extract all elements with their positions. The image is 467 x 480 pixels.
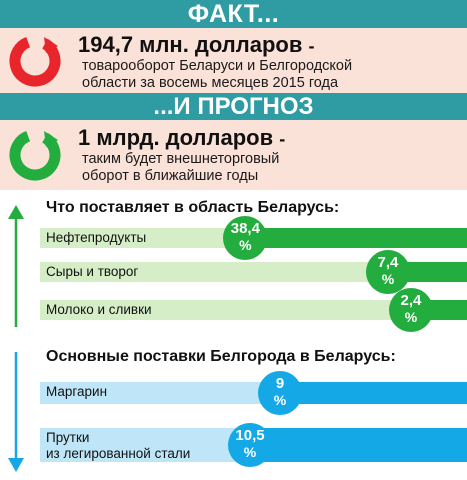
- import-bar: [288, 382, 467, 404]
- export-category-label: Нефтепродукты: [46, 230, 147, 245]
- forecast-description-line2: оборот в ближайшие годы: [82, 168, 259, 184]
- fact-banner: ФАКТ...: [0, 0, 467, 28]
- fact-amount-value: 194,7 млн. долларов: [78, 32, 303, 57]
- green-circular-arrow-icon: [9, 129, 61, 181]
- exports-to-region-title: Что поставляет в область Беларусь:: [46, 199, 340, 216]
- export-value-unit: %: [239, 237, 252, 253]
- fact-info-row: 194,7 млн. долларов - товарооборот Белар…: [0, 28, 467, 93]
- import-value-label: 10,5: [235, 427, 265, 444]
- export-value-unit: %: [381, 271, 395, 287]
- import-bubble-tail: [299, 387, 309, 399]
- fact-dash: -: [308, 36, 315, 56]
- export-value-bubble: 2,4%: [388, 288, 440, 332]
- export-bubble-tail: [406, 266, 417, 278]
- import-category-label: Маргарин: [46, 384, 108, 399]
- import-bubble-tail: [269, 439, 279, 451]
- blue-down-arrow-icon: [8, 352, 24, 472]
- fact-description: товарооборот Беларуси и Белгородской обл…: [82, 58, 352, 92]
- export-value-label: 7,4: [377, 254, 399, 271]
- imports-from-region-title: Основные поставки Белгорода в Беларусь:: [46, 348, 396, 365]
- import-bar-track: Маргарин: [40, 382, 467, 404]
- export-bar-track: Молоко и сливки: [40, 300, 467, 320]
- export-value-label: 2,4: [400, 292, 422, 309]
- forecast-amount-value: 1 млрд. долларов: [78, 125, 274, 150]
- fact-description-line1: товарооборот Беларуси и Белгородской: [82, 58, 353, 74]
- fact-banner-text: ФАКТ...: [187, 0, 280, 28]
- forecast-amount: 1 млрд. долларов -: [78, 125, 285, 151]
- import-value-bubble: 9%: [258, 371, 309, 415]
- import-value-unit: %: [273, 392, 287, 408]
- red-circular-arrow-icon: [9, 35, 61, 87]
- import-value-bubble: 10,5%: [228, 423, 279, 467]
- export-bar-background: [40, 300, 467, 320]
- forecast-banner-text: ...И ПРОГНОЗ: [153, 93, 314, 120]
- import-value-label: 9: [275, 375, 285, 392]
- import-bar: [258, 428, 467, 462]
- export-value-unit: %: [404, 309, 418, 325]
- forecast-description: таким будет внешнеторговый оборот в ближ…: [82, 151, 279, 185]
- export-value-bubble: 7,4%: [365, 250, 417, 294]
- forecast-dash: -: [279, 129, 286, 149]
- import-value-unit: %: [243, 444, 257, 460]
- forecast-description-line1: таким будет внешнеторговый: [82, 151, 280, 167]
- forecast-banner: ...И ПРОГНОЗ: [0, 93, 467, 120]
- import-category-label: Прутки из легированной стали: [46, 430, 191, 461]
- export-bubble-tail: [264, 232, 275, 244]
- export-bubble-tail: [429, 304, 440, 316]
- fact-amount: 194,7 млн. долларов -: [78, 32, 315, 58]
- export-value-bubble: 38,4%: [223, 216, 275, 260]
- fact-description-line2: области за восемь месяцев 2015 года: [82, 75, 339, 91]
- export-value-label: 38,4: [230, 220, 260, 237]
- export-category-label: Сыры и творог: [46, 264, 139, 279]
- export-bar: [253, 228, 467, 248]
- forecast-info-row: 1 млрд. долларов - таким будет внешнетор…: [0, 120, 467, 190]
- export-bar-background: [40, 262, 467, 282]
- export-category-label: Молоко и сливки: [46, 302, 152, 317]
- green-up-arrow-icon: [8, 205, 24, 327]
